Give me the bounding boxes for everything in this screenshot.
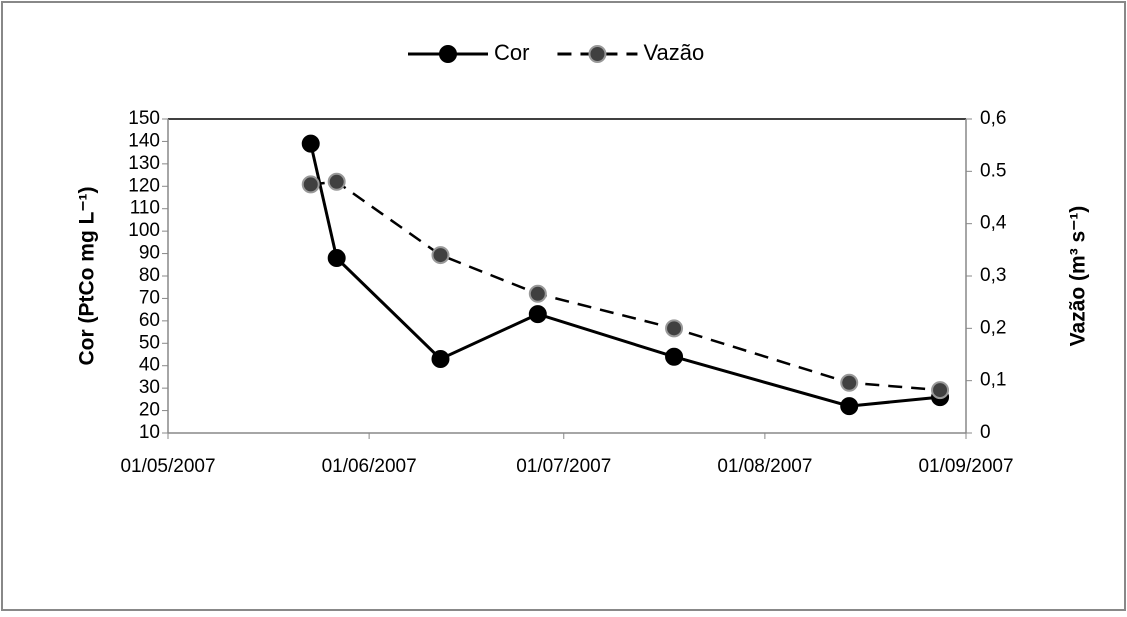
y-tick-label: 130 [128, 153, 160, 174]
point [301, 175, 320, 194]
point [840, 397, 859, 416]
y2-tick-label: 0,4 [980, 213, 1007, 234]
y2-tick-label: 0,6 [980, 108, 1006, 129]
y-tick-label: 110 [130, 198, 160, 219]
y-tick-label: 10 [139, 422, 160, 443]
y2-axis-title: Vazão (m³ s⁻¹) [1067, 206, 1090, 347]
y-axis-title: Cor (PtCo mg L⁻¹) [76, 186, 99, 365]
point [840, 373, 859, 392]
legend-marker [439, 45, 457, 63]
y2-tick-label: 0.5 [980, 160, 1006, 181]
y-tick-label: 70 [139, 287, 160, 308]
point [301, 134, 320, 153]
x-tick-label: 01/08/2007 [717, 456, 812, 477]
y-tick-label: 150 [128, 108, 160, 129]
point [327, 249, 346, 268]
point [327, 172, 346, 191]
point [431, 349, 450, 368]
x-tick-label: 01/05/2007 [120, 456, 215, 477]
x-tick-label: 01/09/2007 [918, 456, 1013, 477]
y-tick-label: 40 [139, 355, 160, 376]
point [528, 305, 547, 324]
y-tick-label: 50 [139, 332, 160, 353]
y-tick-label: 120 [128, 175, 160, 196]
y-tick-label: 90 [139, 243, 160, 264]
y-tick-label: 100 [128, 220, 160, 241]
x-tick-label: 01/06/2007 [322, 456, 417, 477]
legend-label: Cor [494, 40, 529, 65]
point [931, 381, 950, 400]
legend-marker [588, 45, 607, 63]
y2-tick-label: 0,2 [980, 317, 1006, 338]
y2-tick-label: 0,1 [980, 370, 1006, 391]
point [431, 246, 450, 265]
y-tick-label: 140 [128, 130, 160, 151]
y-tick-label: 30 [139, 377, 160, 398]
point [528, 284, 547, 303]
point [665, 347, 684, 366]
y-tick-label: 80 [139, 265, 160, 286]
y-tick-label: 60 [139, 310, 160, 331]
point [665, 319, 684, 338]
y2-tick-label: 0 [980, 422, 991, 443]
legend-label: Vazão [643, 40, 704, 65]
y2-tick-label: 0,3 [980, 265, 1006, 286]
x-tick-label: 01/07/2007 [516, 456, 611, 477]
y-tick-label: 20 [139, 400, 160, 421]
